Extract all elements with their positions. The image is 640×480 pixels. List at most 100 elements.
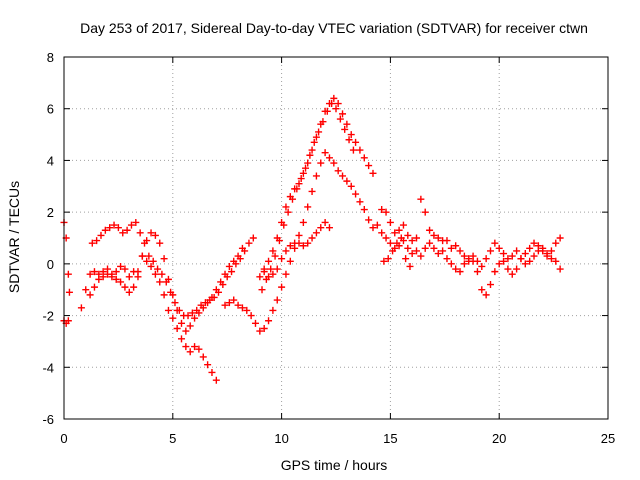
data-point bbox=[86, 291, 94, 299]
data-point bbox=[304, 203, 312, 211]
data-point bbox=[125, 273, 133, 281]
data-point bbox=[191, 343, 199, 351]
data-point bbox=[486, 281, 494, 289]
data-point bbox=[117, 262, 125, 270]
data-point bbox=[221, 301, 229, 309]
data-point bbox=[404, 231, 412, 239]
data-point bbox=[117, 278, 125, 286]
series-group bbox=[221, 149, 377, 335]
data-point bbox=[386, 218, 394, 226]
data-point bbox=[271, 252, 279, 260]
data-point bbox=[299, 218, 307, 226]
data-point bbox=[184, 312, 192, 320]
data-point bbox=[460, 260, 468, 268]
data-point bbox=[151, 270, 159, 278]
data-point bbox=[286, 257, 294, 265]
series-group bbox=[258, 100, 357, 294]
data-point bbox=[334, 100, 342, 108]
data-point bbox=[456, 247, 464, 255]
data-point bbox=[508, 270, 516, 278]
data-point bbox=[260, 325, 268, 332]
data-point bbox=[547, 247, 555, 255]
data-point bbox=[447, 244, 455, 252]
data-point bbox=[478, 262, 486, 270]
data-point bbox=[373, 221, 381, 229]
x-axis-label: GPS time / hours bbox=[281, 457, 388, 473]
data-point bbox=[319, 118, 327, 126]
series-group bbox=[373, 195, 564, 273]
data-point bbox=[82, 286, 90, 294]
data-point bbox=[206, 296, 214, 304]
data-point bbox=[112, 275, 120, 283]
data-point bbox=[417, 195, 425, 203]
x-tick-label: 15 bbox=[383, 431, 397, 446]
data-point bbox=[302, 164, 310, 172]
data-point bbox=[500, 250, 508, 258]
data-point bbox=[169, 314, 177, 322]
data-point bbox=[186, 322, 194, 330]
data-point bbox=[452, 242, 460, 250]
data-point bbox=[171, 299, 179, 307]
data-point bbox=[521, 250, 529, 258]
data-point bbox=[417, 252, 425, 260]
data-point bbox=[315, 128, 323, 136]
data-point bbox=[214, 288, 222, 296]
data-point bbox=[413, 234, 421, 242]
data-point bbox=[552, 239, 560, 247]
data-point bbox=[256, 327, 264, 335]
data-point bbox=[513, 265, 521, 273]
data-point bbox=[328, 100, 336, 108]
grid-lines bbox=[64, 57, 608, 419]
data-point bbox=[345, 136, 353, 144]
data-point bbox=[212, 376, 220, 384]
data-point bbox=[225, 262, 233, 270]
data-point bbox=[160, 255, 168, 263]
data-point bbox=[86, 270, 94, 278]
data-point bbox=[299, 169, 307, 177]
data-point bbox=[121, 283, 129, 291]
data-point bbox=[256, 273, 264, 281]
x-tick-label: 25 bbox=[601, 431, 615, 446]
data-point bbox=[90, 283, 98, 291]
data-point bbox=[408, 250, 416, 258]
data-point bbox=[304, 239, 312, 247]
data-point bbox=[508, 252, 516, 260]
data-point bbox=[145, 252, 153, 260]
data-point bbox=[121, 265, 129, 273]
data-point bbox=[447, 260, 455, 268]
data-point bbox=[225, 299, 233, 307]
data-point bbox=[530, 239, 538, 247]
y-tick-label: 8 bbox=[47, 50, 54, 65]
data-point bbox=[178, 335, 186, 343]
data-point bbox=[526, 244, 534, 252]
y-tick-label: -2 bbox=[42, 309, 54, 324]
data-point bbox=[452, 265, 460, 273]
data-point bbox=[343, 120, 351, 128]
data-point bbox=[191, 314, 199, 322]
data-point bbox=[284, 208, 292, 216]
data-point bbox=[495, 244, 503, 252]
data-point bbox=[164, 306, 172, 314]
data-point bbox=[295, 180, 303, 188]
data-point bbox=[130, 283, 138, 291]
data-point bbox=[382, 208, 390, 216]
data-point bbox=[154, 265, 162, 273]
data-point bbox=[149, 257, 157, 265]
data-point bbox=[282, 203, 290, 211]
data-point bbox=[439, 247, 447, 255]
data-point bbox=[282, 270, 290, 278]
data-point bbox=[330, 159, 338, 167]
data-point bbox=[265, 273, 273, 281]
data-point bbox=[88, 239, 96, 247]
data-point bbox=[273, 296, 281, 304]
data-point bbox=[127, 221, 135, 229]
data-point bbox=[210, 293, 218, 301]
data-point bbox=[443, 255, 451, 263]
data-point bbox=[386, 239, 394, 247]
data-point bbox=[369, 169, 377, 177]
data-point bbox=[332, 105, 340, 113]
data-point bbox=[334, 167, 342, 175]
data-point bbox=[286, 242, 294, 250]
data-point bbox=[543, 252, 551, 260]
